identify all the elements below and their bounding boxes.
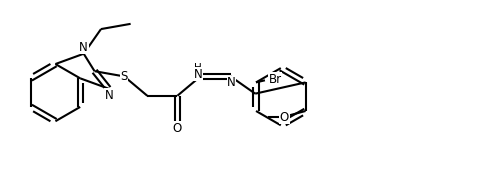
Text: O: O bbox=[280, 111, 289, 124]
Text: Br: Br bbox=[269, 73, 282, 86]
Text: N: N bbox=[227, 76, 236, 89]
Text: S: S bbox=[121, 70, 128, 83]
Text: N: N bbox=[194, 68, 203, 81]
Text: O: O bbox=[173, 122, 182, 135]
Text: N: N bbox=[105, 89, 114, 102]
Text: N: N bbox=[79, 41, 88, 54]
Text: H: H bbox=[194, 63, 202, 73]
